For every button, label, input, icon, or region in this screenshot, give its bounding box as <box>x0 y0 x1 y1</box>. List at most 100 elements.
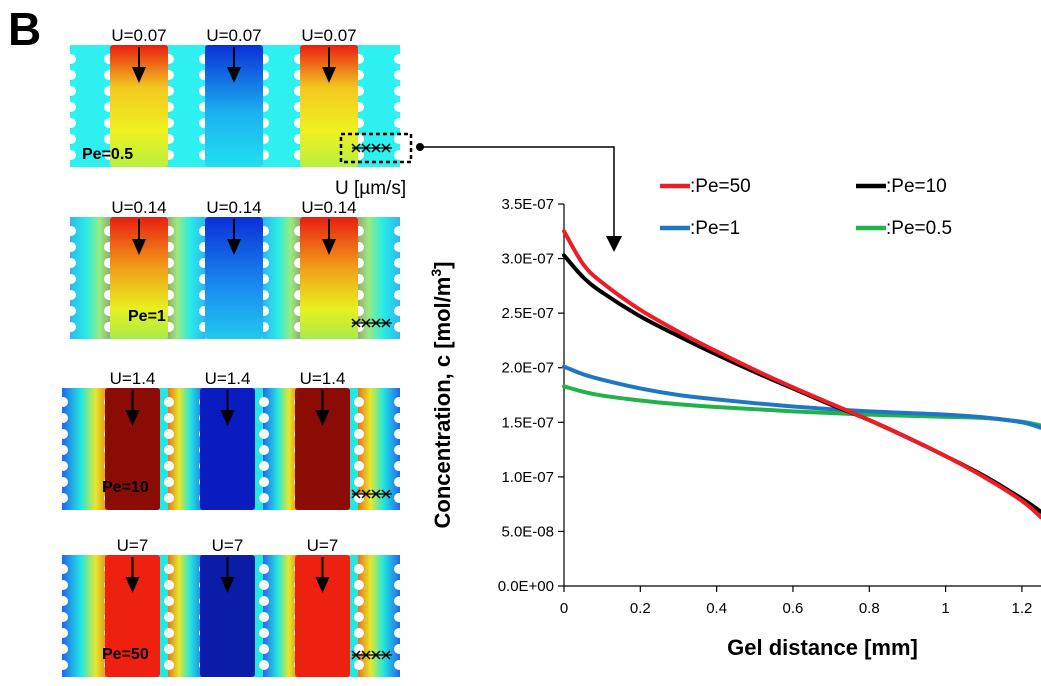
pillar-scallop <box>394 102 404 112</box>
pillar-scallop <box>354 564 364 574</box>
velocity-label: U=1.4 <box>300 369 346 388</box>
pillar-scallop <box>354 413 364 423</box>
pillar-scallop <box>394 612 404 622</box>
peclet-label: Pe=1 <box>128 308 166 325</box>
pillar-scallop <box>354 596 364 606</box>
pillar-scallop <box>164 644 174 654</box>
connector-arrowhead <box>606 236 622 252</box>
pillar-scallop <box>394 644 404 654</box>
pillar-scallop <box>394 477 404 487</box>
pillar-scallop <box>259 461 269 471</box>
pillar-scallop <box>394 274 404 284</box>
gel-channel <box>110 217 168 339</box>
pillar-scallop <box>164 397 174 407</box>
pillar-scallop <box>259 445 269 455</box>
pillar-scallop <box>66 150 76 160</box>
gel-channel <box>300 217 358 339</box>
pillar-scallop <box>66 70 76 80</box>
velocity-label: U=7 <box>117 536 149 555</box>
pillar-scallop <box>66 242 76 252</box>
pillar-scallop <box>394 322 404 332</box>
gel-channel <box>200 388 255 510</box>
pillar-scallop <box>394 564 404 574</box>
pillar-scallop <box>164 477 174 487</box>
pillar-scallop <box>259 596 269 606</box>
pillar-scallop <box>66 86 76 96</box>
pillar-scallop <box>58 429 68 439</box>
pillar-scallop <box>164 493 174 503</box>
pillar-scallop <box>58 445 68 455</box>
pillar-scallop <box>58 612 68 622</box>
field-gradient <box>168 217 205 339</box>
pillar-scallop <box>394 580 404 590</box>
flow-arrowhead <box>315 410 330 426</box>
gel-channel <box>105 555 160 677</box>
flow-arrowhead <box>125 577 140 593</box>
pillar-scallop <box>259 644 269 654</box>
y-axis-title-main: Concentration, c [mol/m <box>430 277 455 529</box>
velocity-label: U=0.14 <box>111 198 166 217</box>
pillar-scallop <box>259 564 269 574</box>
flow-arrowhead <box>322 239 336 255</box>
velocity-unit-label: U [µm/s] <box>335 178 406 199</box>
pillar-scallop <box>259 660 269 670</box>
pillar-scallop <box>394 70 404 80</box>
pillar-scallop <box>259 580 269 590</box>
flow-arrowhead <box>132 67 146 83</box>
pillar-scallop <box>394 628 404 638</box>
pillar-scallop <box>66 306 76 316</box>
velocity-label: U=0.07 <box>111 26 166 45</box>
pillar-scallop <box>354 580 364 590</box>
series-line <box>562 364 1041 430</box>
pillar-scallop <box>66 134 76 144</box>
pillar-scallop <box>394 429 404 439</box>
y-tick-label: 2.5E-07 <box>501 305 554 322</box>
pillar-scallop <box>164 580 174 590</box>
pillar-scallop <box>394 493 404 503</box>
gel-channel <box>205 45 263 167</box>
pillar-scallop <box>354 445 364 455</box>
x-tick-label: 0 <box>560 600 568 617</box>
pillar-scallop <box>58 644 68 654</box>
y-tick-label: 2.0E-07 <box>501 360 554 377</box>
flow-arrowhead <box>227 239 241 255</box>
gel-channel <box>300 45 358 167</box>
gel-channel <box>205 217 263 339</box>
pillar-scallop <box>259 628 269 638</box>
field-gradient <box>358 217 400 339</box>
flow-arrowhead <box>220 410 235 426</box>
pillar-scallop <box>66 322 76 332</box>
y-tick-label: 3.5E-07 <box>501 196 554 213</box>
pillar-scallop <box>58 596 68 606</box>
field-gradient <box>62 388 110 510</box>
pillar-scallop <box>354 429 364 439</box>
y-axis-title-end: ] <box>430 262 455 269</box>
series-line <box>562 229 1041 520</box>
velocity-label: U=0.07 <box>206 26 261 45</box>
velocity-label: U=0.14 <box>301 198 356 217</box>
pillar-scallop <box>259 413 269 423</box>
pillar-scallop <box>354 397 364 407</box>
velocity-label: U=7 <box>307 536 339 555</box>
flow-arrowhead <box>315 577 330 593</box>
pillar-scallop <box>58 564 68 574</box>
y-tick-label: 1.5E-07 <box>501 414 554 431</box>
pillar-scallop <box>164 461 174 471</box>
pillar-scallop <box>66 226 76 236</box>
pillar-scallop <box>394 306 404 316</box>
field-gradient <box>358 388 400 510</box>
field-gradient <box>70 217 110 339</box>
pillar-scallop <box>58 413 68 423</box>
sample-box <box>339 132 413 164</box>
y-tick-label: 0.0E+00 <box>498 578 554 595</box>
pillar-scallop <box>164 628 174 638</box>
pillar-scallop <box>164 429 174 439</box>
field-gradient <box>263 217 300 339</box>
pillar-scallop <box>58 493 68 503</box>
pillar-scallop <box>164 445 174 455</box>
pillar-scallop <box>66 102 76 112</box>
panel-letter: B <box>8 3 42 55</box>
pillar-scallop <box>66 290 76 300</box>
flow-arrowhead <box>227 67 241 83</box>
